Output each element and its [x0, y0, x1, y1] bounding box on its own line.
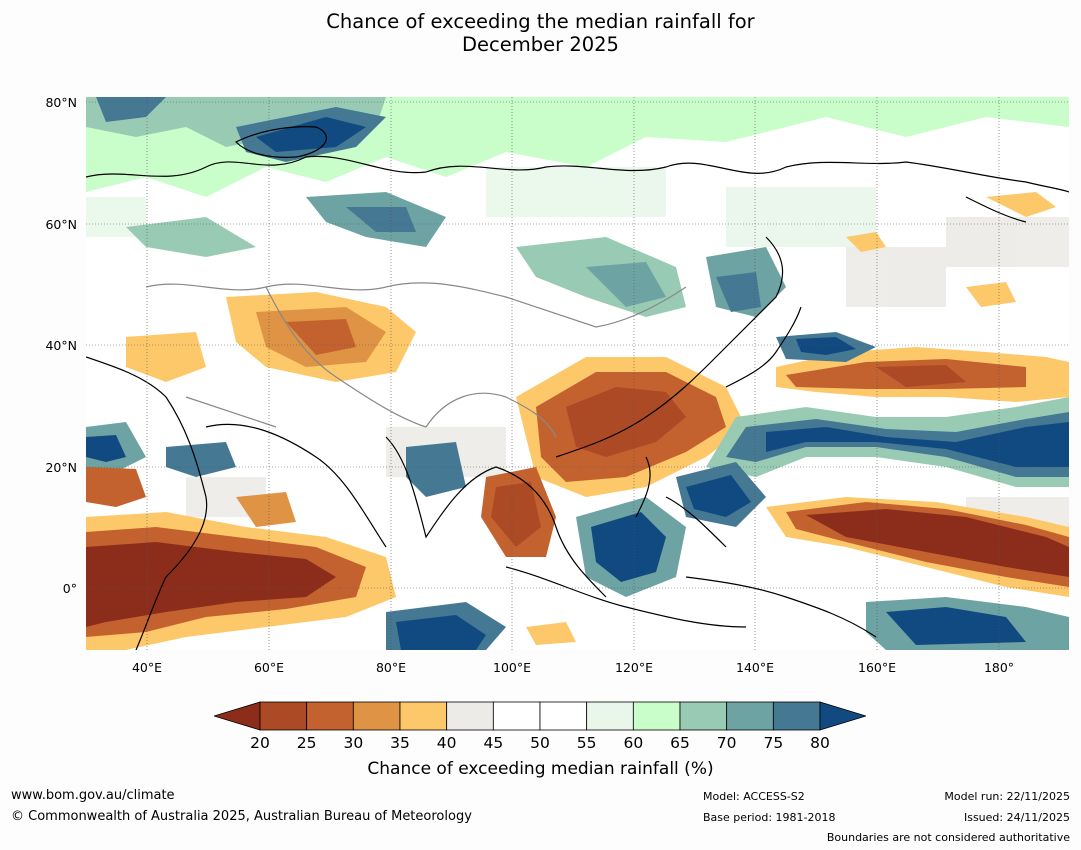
colorbar-cell	[772, 701, 821, 731]
lat-label-60n: 60°N	[45, 217, 77, 232]
lon-label-40e: 40°E	[131, 660, 163, 675]
colorbar-cell	[399, 701, 448, 731]
colorbar-tick-label: 65	[670, 734, 690, 752]
central-asia-dry-anomaly	[126, 292, 416, 382]
northern-wet-anomaly	[86, 97, 1069, 317]
colorbar-cell	[679, 701, 728, 731]
colorbar-tick-label: 40	[436, 734, 457, 752]
colorbar-tick-label: 80	[810, 734, 830, 752]
colorbar-tick-label: 30	[343, 734, 364, 752]
issued-text: Issued: 24/11/2025	[963, 811, 1070, 824]
colorbar-tick-label: 35	[390, 734, 410, 752]
lon-label-160e: 160°E	[857, 660, 897, 675]
coastlines	[86, 126, 1069, 650]
disclaimer-text: Boundaries are not considered authoritat…	[826, 831, 1070, 844]
website-text: www.bom.gov.au/climate	[11, 788, 175, 803]
colorbar-cell	[352, 701, 401, 731]
title-line-2: December 2025	[462, 33, 619, 56]
lon-label-180: 180°	[983, 660, 1015, 675]
pacific-wet-anomaly	[706, 332, 1069, 487]
colorbar-tick-label: 45	[483, 734, 504, 752]
lat-label-40n: 40°N	[45, 338, 77, 353]
colorbar-extend-high	[819, 701, 866, 731]
pacific-dry-anomaly	[766, 347, 1069, 597]
colorbar-tick-label: 50	[530, 734, 550, 752]
title-line-1: Chance of exceeding the median rainfall …	[326, 10, 755, 33]
model-run-text: Model run: 22/11/2025	[944, 790, 1070, 803]
colorbar-cell	[259, 701, 308, 731]
western-indian-ocean-dry-anomaly	[86, 467, 396, 650]
colorbar-cell	[726, 701, 774, 731]
lon-label-140e: 140°E	[735, 660, 775, 675]
rainfall-map	[86, 97, 1069, 650]
lon-label-60e: 60°E	[253, 660, 285, 675]
lon-label-80e: 80°E	[375, 660, 407, 675]
lon-label-120e: 120°E	[614, 660, 654, 675]
colorbar-tick-label: 70	[716, 734, 737, 752]
base-period-text: Base period: 1981-2018	[703, 811, 836, 824]
map-title: Chance of exceeding the median rainfall …	[0, 10, 1081, 56]
colorbar-cell	[539, 701, 588, 731]
colorbar-cell	[632, 701, 681, 731]
colorbar-tick-label: 60	[623, 734, 644, 752]
colorbar-cells	[214, 701, 866, 731]
colorbar	[214, 701, 866, 731]
scattered-dry-blobs	[526, 192, 1056, 645]
colorbar-cell	[492, 701, 541, 731]
lat-label-80n: 80°N	[45, 95, 77, 110]
colorbar-tick-label: 25	[296, 734, 317, 752]
colorbar-extend-low	[214, 701, 261, 731]
colorbar-label: Chance of exceeding median rainfall (%)	[367, 759, 714, 779]
graticule	[86, 97, 1069, 650]
colorbar-cell	[306, 701, 354, 731]
east-asia-dry-anomaly	[481, 357, 746, 557]
copyright-text: © Commonwealth of Australia 2025, Austra…	[11, 809, 472, 824]
colorbar-tick-label: 55	[576, 734, 597, 752]
lon-label-100e: 100°E	[492, 660, 532, 675]
model-text: Model: ACCESS-S2	[703, 790, 805, 803]
colorbar-tick-label: 75	[763, 734, 784, 752]
lat-label-20n: 20°N	[45, 460, 77, 475]
lat-label-0: 0°	[62, 581, 77, 596]
colorbar-tick-label: 20	[250, 734, 270, 752]
country-borders	[145, 282, 687, 438]
maritime-wet-anomaly	[86, 422, 1069, 650]
colorbar-cell	[446, 701, 494, 731]
rainfall-field	[86, 97, 1069, 650]
colorbar-cell	[586, 701, 634, 731]
